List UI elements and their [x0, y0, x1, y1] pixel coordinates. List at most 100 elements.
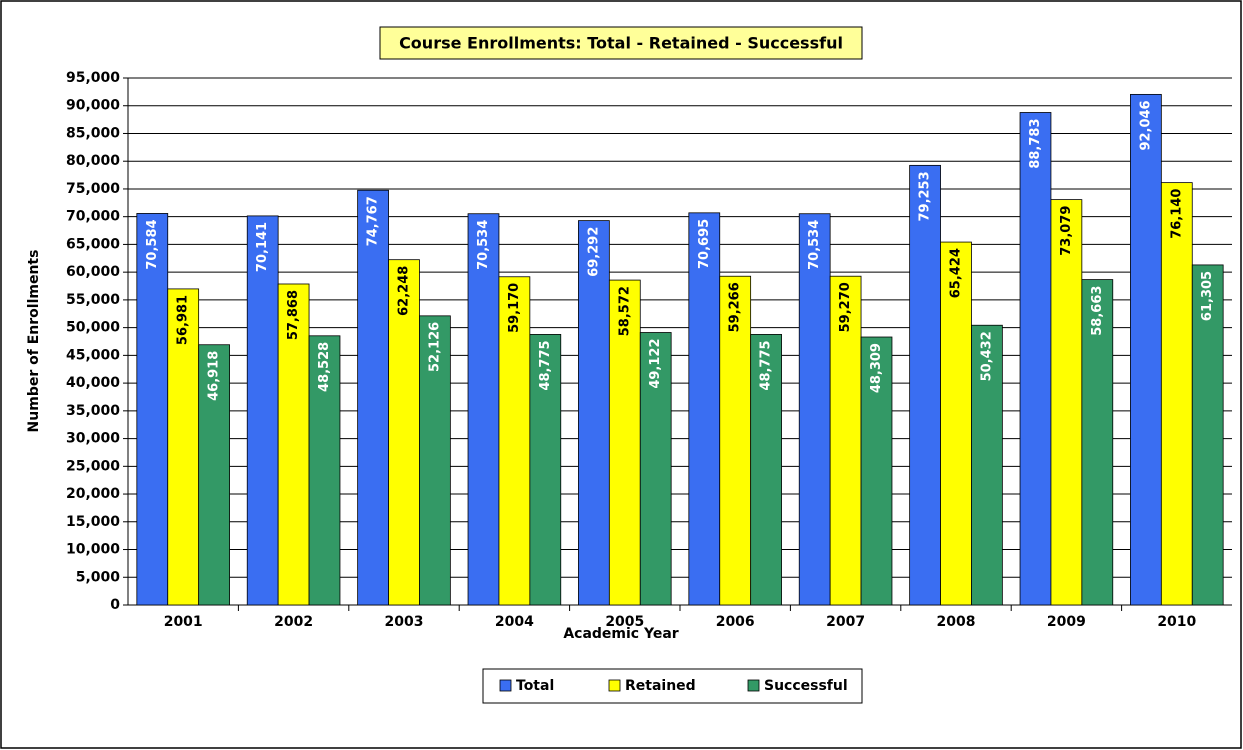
- value-label: 49,122: [648, 339, 663, 389]
- x-tick-label: 2004: [495, 614, 534, 630]
- y-tick-label: 70,000: [66, 209, 120, 225]
- value-label: 70,534: [807, 220, 822, 270]
- legend-box: [482, 668, 863, 704]
- y-tick-label: 0: [110, 597, 120, 613]
- value-label: 48,775: [759, 340, 774, 390]
- value-label: 59,266: [728, 282, 743, 332]
- value-label: 74,767: [366, 196, 381, 246]
- bar: [719, 275, 752, 606]
- y-tick-label: 80,000: [66, 153, 120, 169]
- legend-label: Successful: [764, 678, 848, 694]
- bar: [860, 336, 893, 606]
- value-label: 46,918: [207, 351, 222, 401]
- y-tick-label: 10,000: [66, 542, 120, 558]
- value-label: 79,253: [918, 171, 933, 221]
- title-box: [379, 26, 863, 60]
- value-label: 70,534: [476, 220, 491, 270]
- y-tick-label: 15,000: [66, 514, 120, 530]
- legend-swatch: [608, 679, 621, 692]
- bar: [529, 334, 562, 606]
- x-tick-label: 2001: [164, 614, 203, 630]
- value-label: 48,775: [538, 340, 553, 390]
- x-tick-label: 2008: [937, 614, 976, 630]
- y-tick-label: 50,000: [66, 320, 120, 336]
- x-tick-label: 2003: [385, 614, 424, 630]
- bar: [467, 213, 500, 606]
- x-tick-label: 2006: [716, 614, 755, 630]
- bar: [940, 241, 972, 606]
- bar: [909, 164, 941, 606]
- value-label: 69,292: [586, 227, 601, 277]
- value-label: 58,663: [1090, 286, 1105, 336]
- value-label: 70,695: [697, 219, 712, 269]
- bar: [1081, 279, 1114, 606]
- bar: [578, 220, 610, 606]
- y-axis-label: Number of Enrollments: [26, 250, 42, 433]
- x-tick-label: 2005: [605, 614, 644, 630]
- value-label: 62,248: [397, 266, 412, 316]
- legend-label: Retained: [625, 678, 696, 694]
- bar: [829, 275, 862, 606]
- y-tick-label: 55,000: [66, 292, 120, 308]
- bar: [971, 324, 1003, 606]
- x-tick-label: 2002: [274, 614, 313, 630]
- value-label: 70,141: [255, 222, 270, 272]
- bar: [277, 283, 310, 606]
- value-label: 50,432: [979, 331, 994, 381]
- y-tick-label: 60,000: [66, 264, 120, 280]
- x-tick-label: 2009: [1047, 614, 1086, 630]
- y-tick-label: 5,000: [76, 569, 121, 585]
- y-tick-label: 95,000: [66, 70, 120, 86]
- value-label: 59,270: [838, 282, 853, 332]
- y-tick-label: 35,000: [66, 403, 120, 419]
- value-label: 57,868: [286, 290, 301, 340]
- y-tick-label: 75,000: [66, 181, 120, 197]
- bar: [198, 344, 230, 606]
- y-tick-label: 65,000: [66, 236, 120, 252]
- value-label: 48,309: [869, 343, 884, 393]
- y-tick-label: 30,000: [66, 431, 120, 447]
- bar: [1160, 182, 1193, 606]
- y-tick-label: 45,000: [66, 347, 120, 363]
- value-label: 59,170: [507, 283, 522, 333]
- x-axis-label: Academic Year: [563, 626, 678, 642]
- bar: [608, 279, 641, 606]
- value-label: 73,079: [1059, 206, 1074, 256]
- bar: [388, 259, 420, 606]
- value-label: 58,572: [617, 286, 632, 336]
- value-label: 61,305: [1200, 271, 1215, 321]
- value-label: 92,046: [1138, 100, 1153, 150]
- value-label: 76,140: [1169, 189, 1184, 239]
- bar: [357, 189, 389, 606]
- bar: [639, 332, 672, 606]
- bar: [308, 335, 341, 606]
- bar: [1191, 264, 1224, 606]
- bar: [798, 213, 831, 606]
- x-tick-label: 2010: [1157, 614, 1196, 630]
- bar: [1019, 112, 1052, 606]
- bar: [419, 315, 451, 606]
- bar: [688, 212, 721, 606]
- value-label: 52,126: [427, 322, 442, 372]
- legend-label: Total: [516, 678, 554, 694]
- bar: [498, 276, 531, 606]
- bar: [1050, 199, 1083, 606]
- y-tick-label: 85,000: [66, 125, 120, 141]
- legend-swatch: [499, 679, 512, 692]
- value-label: 48,528: [317, 342, 332, 392]
- bar: [750, 334, 782, 606]
- value-label: 65,424: [949, 248, 964, 298]
- value-label: 70,584: [145, 219, 160, 269]
- bar: [246, 215, 279, 606]
- y-tick-label: 20,000: [66, 486, 120, 502]
- legend-swatch: [747, 679, 760, 692]
- x-tick-label: 2007: [826, 614, 865, 630]
- bar: [1130, 93, 1162, 606]
- value-label: 88,783: [1028, 118, 1043, 168]
- y-tick-label: 90,000: [66, 98, 120, 114]
- value-label: 56,981: [176, 295, 191, 345]
- y-tick-label: 25,000: [66, 458, 120, 474]
- y-tick-label: 40,000: [66, 375, 120, 391]
- bar: [136, 213, 169, 606]
